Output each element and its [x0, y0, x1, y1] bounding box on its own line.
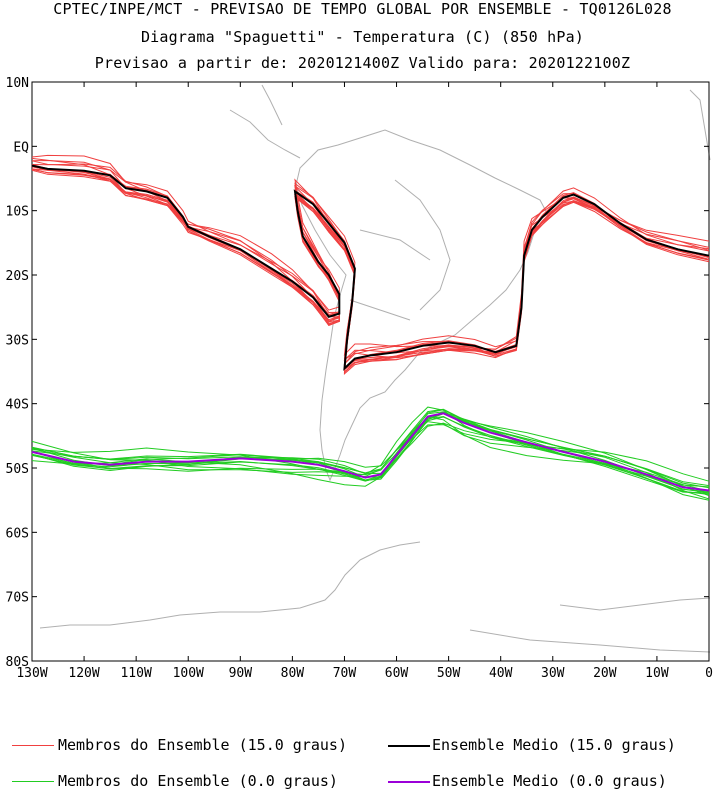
- x-tick-label: 50W: [437, 666, 461, 681]
- ensemble-mean-0-line: [31, 412, 710, 492]
- plot-border: [31, 81, 710, 662]
- ensemble-member-line: [31, 412, 710, 494]
- ensemble-member-line: [31, 406, 710, 482]
- ensemble-member-line: [31, 169, 710, 374]
- x-tick-label: 0: [705, 666, 713, 681]
- y-tick-label: 10N: [6, 76, 29, 91]
- ensemble-member-line: [31, 408, 710, 487]
- y-tick-label: 30S: [6, 333, 29, 348]
- x-tick-label: 90W: [229, 666, 253, 681]
- ensemble-member-line: [31, 154, 710, 356]
- x-tick-label: 100W: [173, 666, 204, 681]
- chart-subtitle: Diagrama "Spaguetti" - Temperatura (C) (…: [140, 28, 585, 46]
- ensemble-mean-15-line: [31, 164, 710, 371]
- y-tick-label: 40S: [6, 398, 29, 413]
- ensemble-means: [31, 164, 710, 492]
- ensemble-member-line: [31, 169, 710, 376]
- ensemble-member-line: [31, 168, 710, 374]
- y-tick-label: 50S: [6, 462, 29, 477]
- plot-frame: [31, 81, 710, 662]
- x-tick-label: 20W: [593, 666, 617, 681]
- legend-swatch-mean-0: [388, 781, 430, 783]
- y-tick-label: 10S: [6, 205, 29, 220]
- y-tick-label: 20S: [6, 269, 29, 284]
- ensemble-members-15: [31, 154, 710, 376]
- x-tick-label: 70W: [333, 666, 357, 681]
- chart-dates: Previsao a partir de: 2020121400Z Valido…: [94, 54, 631, 72]
- ensemble-member-line: [31, 409, 710, 488]
- chart-title: CPTEC/INPE/MCT - PREVISAO DE TEMPO GLOBA…: [53, 0, 672, 18]
- x-tick-label: 10W: [645, 666, 669, 681]
- legend-swatch-members-0: [12, 781, 54, 782]
- y-tick-label: 80S: [6, 655, 29, 670]
- ensemble-members-0: [31, 406, 710, 501]
- x-tick-label: 130W: [16, 666, 47, 681]
- x-tick-label: 120W: [68, 666, 99, 681]
- axis-ticks: 130W 120W 110W 100W 90W 80W 70W 60W 50W 40W 30W 20W…: [6, 76, 713, 681]
- x-tick-label: 30W: [541, 666, 565, 681]
- legend-label-members-0: Membros do Ensemble (0.0 graus): [58, 772, 338, 790]
- legend-label-mean-15: Ensemble Medio (15.0 graus): [432, 736, 676, 754]
- legend-label-mean-0: Ensemble Medio (0.0 graus): [432, 772, 667, 790]
- ensemble-member-line: [31, 160, 710, 366]
- coastline-map: [39, 84, 711, 653]
- x-tick-label: 80W: [281, 666, 305, 681]
- x-tick-label: 110W: [120, 666, 151, 681]
- ensemble-member-line: [31, 164, 710, 370]
- y-tick-label: 60S: [6, 526, 29, 541]
- y-tick-label: 70S: [6, 591, 29, 606]
- x-tick-label: 40W: [489, 666, 513, 681]
- legend-swatch-members-15: [12, 745, 54, 746]
- y-tick-label: EQ: [13, 140, 29, 155]
- ensemble-member-line: [31, 168, 710, 371]
- x-tick-label: 60W: [385, 666, 409, 681]
- legend-label-members-15: Membros do Ensemble (15.0 graus): [58, 736, 347, 754]
- legend-swatch-mean-15: [388, 745, 430, 747]
